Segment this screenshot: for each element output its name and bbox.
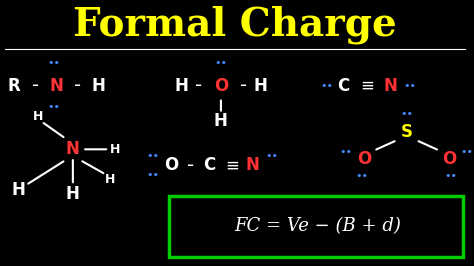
Text: N: N [49, 77, 64, 95]
Text: H: H [92, 77, 106, 95]
Text: H: H [105, 173, 116, 186]
Text: ••: •• [47, 102, 61, 112]
Text: N: N [66, 140, 80, 158]
Text: H: H [174, 77, 188, 95]
Text: H: H [110, 143, 120, 156]
Text: H: H [12, 181, 26, 200]
Text: ••: •• [403, 81, 416, 91]
Text: H: H [66, 185, 80, 203]
Text: ≡: ≡ [226, 156, 240, 174]
Text: ••: •• [214, 58, 228, 68]
Text: S: S [401, 123, 412, 141]
Text: N: N [383, 77, 397, 95]
Text: Formal Charge: Formal Charge [73, 5, 397, 44]
Text: N: N [246, 156, 260, 174]
Text: -: - [74, 76, 81, 95]
Text: R: R [8, 77, 20, 95]
Text: -: - [32, 76, 39, 95]
Text: O: O [164, 156, 179, 174]
Text: -: - [240, 76, 247, 95]
Text: -: - [187, 156, 194, 175]
Text: ••: •• [146, 151, 159, 161]
FancyBboxPatch shape [169, 196, 463, 257]
Text: ••: •• [460, 147, 473, 157]
Text: ••: •• [445, 171, 458, 181]
Text: FC = Ve − (B + d): FC = Ve − (B + d) [234, 217, 401, 235]
Text: -: - [195, 76, 202, 95]
Text: O: O [357, 149, 372, 168]
Text: C: C [203, 156, 215, 174]
Text: ••: •• [400, 109, 413, 119]
Text: ••: •• [356, 171, 368, 181]
Text: H: H [254, 77, 268, 95]
Text: C: C [337, 77, 349, 95]
Text: O: O [214, 77, 228, 95]
Text: ••: •• [265, 151, 278, 161]
Text: ••: •• [146, 169, 159, 180]
Text: ••: •• [47, 58, 61, 68]
Text: ≡: ≡ [361, 77, 374, 95]
Text: H: H [214, 113, 228, 131]
Text: ••: •• [339, 147, 352, 157]
Text: H: H [32, 110, 43, 123]
Text: O: O [442, 149, 456, 168]
Text: ••: •• [320, 81, 333, 91]
